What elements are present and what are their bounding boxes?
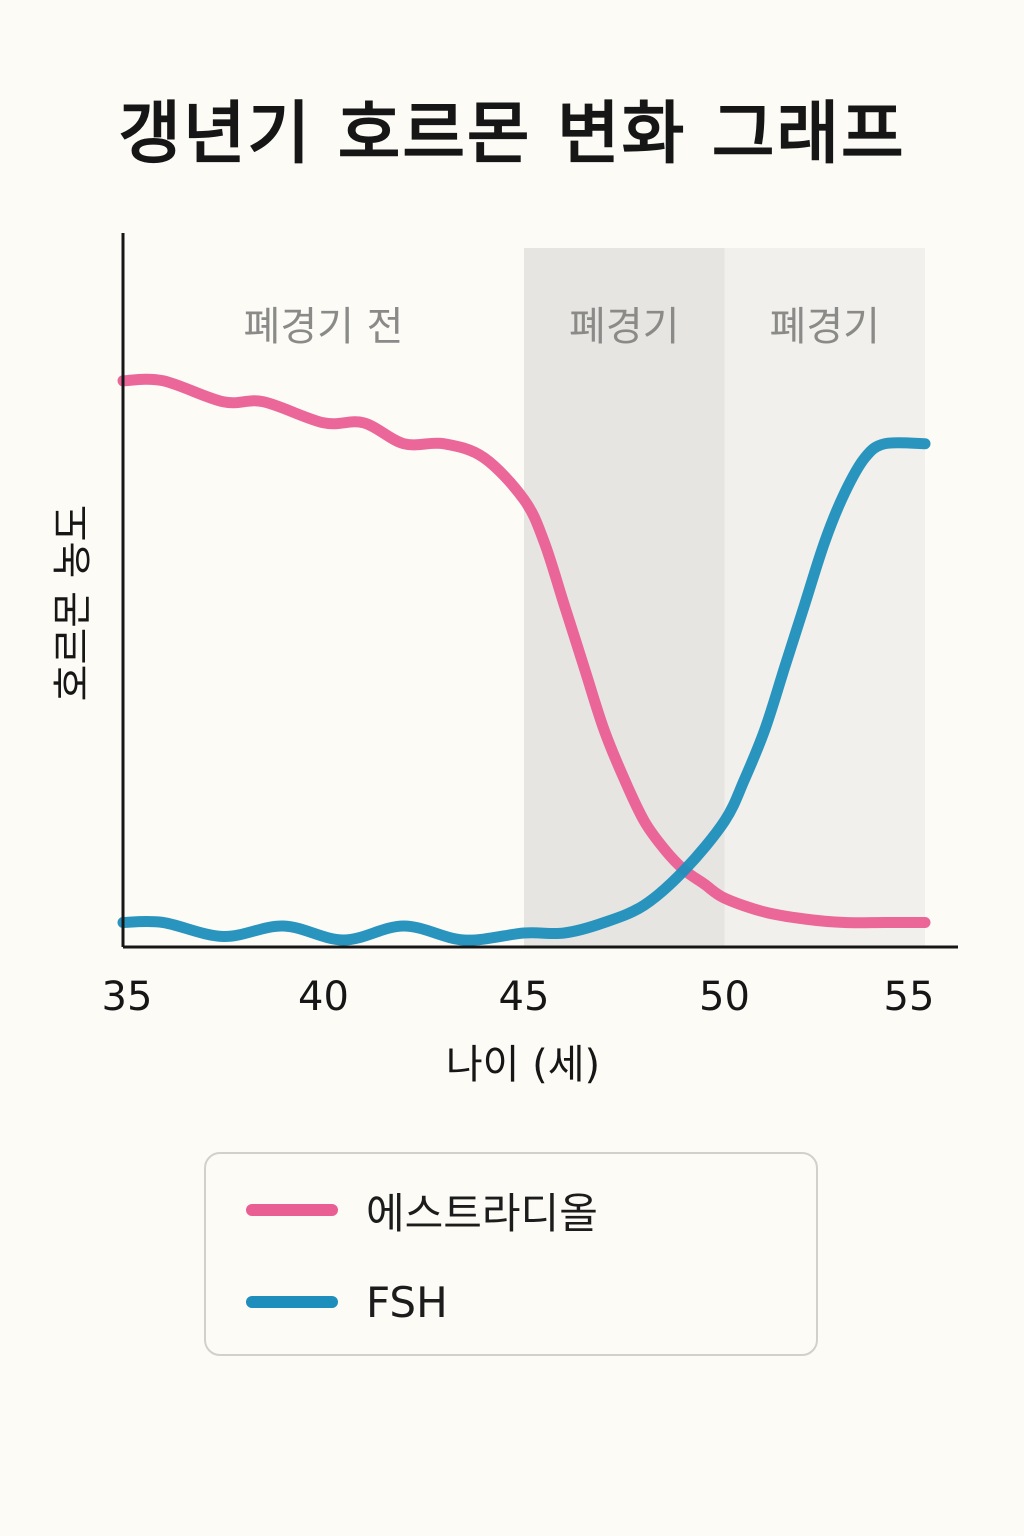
x-tick-label-45: 45 — [499, 974, 550, 1020]
x-axis-label: 나이 (세) — [446, 1042, 600, 1088]
x-tick-label-55: 55 — [884, 974, 935, 1020]
legend: 에스트라디올 FSH — [204, 1152, 818, 1356]
period-region-0 — [123, 248, 524, 947]
series-lines — [117, 373, 931, 946]
x-tick-label-50: 50 — [699, 974, 750, 1020]
legend-label-estradiol: 에스트라디올 — [366, 1188, 598, 1238]
period-region-label-0: 폐경기 전 — [244, 304, 404, 350]
period-region-1 — [524, 248, 725, 947]
legend-item-estradiol: 에스트라디올 — [246, 1180, 598, 1240]
y-axis-label: 호르몬 농도 — [50, 505, 96, 702]
chart-plot: 폐경기 전 폐경기 폐경기 35 40 45 50 55 나이 (세) 호르몬 농도 — [50, 233, 958, 1088]
legend-swatch-fsh — [246, 1296, 338, 1308]
fsh-line — [117, 437, 931, 946]
legend-swatch-estradiol — [246, 1204, 338, 1216]
period-regions — [123, 248, 925, 947]
axes — [121, 233, 958, 949]
period-region-label-1: 폐경기 — [569, 304, 679, 350]
x-tick-label-35: 35 — [102, 974, 153, 1020]
chart-title: 갱년기 호르몬 변화 그래프 — [118, 95, 906, 174]
estradiol-line — [117, 373, 931, 929]
legend-item-fsh: FSH — [246, 1272, 448, 1332]
x-tick-labels: 35 40 45 50 55 — [102, 974, 935, 1020]
x-tick-label-40: 40 — [298, 974, 349, 1020]
period-region-2 — [724, 248, 925, 947]
legend-label-fsh: FSH — [366, 1277, 448, 1327]
period-region-labels: 폐경기 전 폐경기 폐경기 — [244, 304, 880, 350]
period-region-label-2: 폐경기 — [770, 304, 880, 350]
